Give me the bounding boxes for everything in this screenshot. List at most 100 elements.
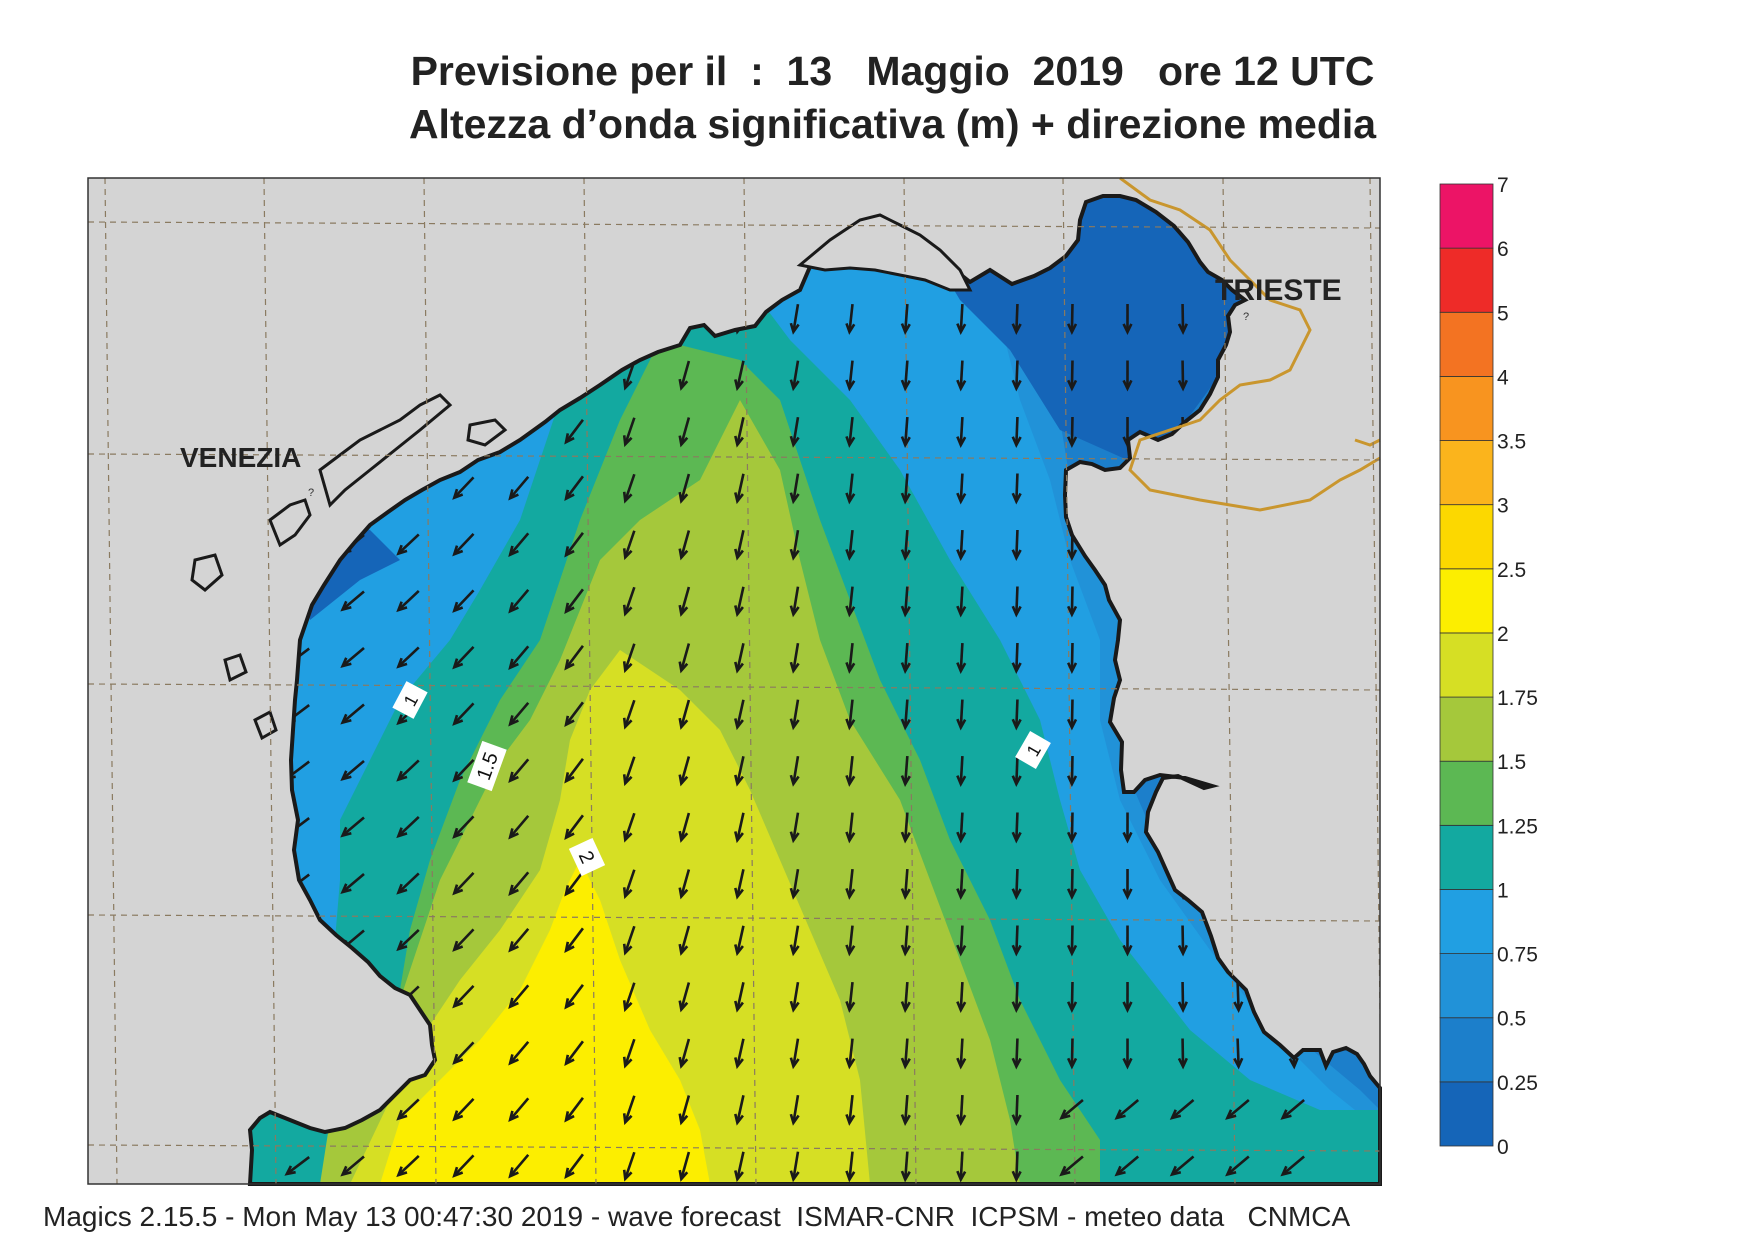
place-label-trieste: TRIESTE [1215,274,1342,307]
legend-tick-label: 1 [1497,879,1509,902]
footer-credits: Magics 2.15.5 - Mon May 13 00:47:30 2019… [43,1201,1351,1232]
legend-swatch [1439,183,1494,249]
direction-arrow [678,530,691,561]
direction-arrow [845,529,856,561]
legend-tick-label: 2 [1497,623,1509,646]
direction-arrow [340,590,365,612]
direction-arrow [622,530,636,561]
direction-arrow [564,814,584,841]
direction-arrow [508,984,530,1009]
grid-line-meridian [1062,178,1076,1184]
title-line-1: Previsione per il : 13 Maggio 2019 ore 1… [410,48,1375,94]
direction-arrow [396,589,420,613]
direction-arrow [789,755,800,787]
direction-arrow [508,1040,530,1066]
legend-swatch [1439,375,1494,441]
direction-arrow [956,360,967,392]
direction-arrow [1066,642,1078,674]
legend-swatch [1439,1081,1494,1147]
direction-arrow [1011,416,1022,448]
direction-arrow [900,303,911,335]
direction-arrow [734,530,745,561]
direction-arrow [564,701,584,728]
direction-arrow [1011,1151,1022,1183]
city-marker-venezia: ? [308,487,314,499]
direction-arrow [508,871,530,896]
direction-arrow [1122,812,1133,844]
direction-arrow [396,1154,420,1178]
direction-arrow [396,872,420,895]
direction-arrow [1177,925,1188,957]
band-2-2.5 [380,860,710,1184]
direction-arrow [1011,755,1022,787]
direction-arrow [1011,925,1022,957]
contour-label-1-east: 1 [1015,731,1051,769]
legend-tick-label: 6 [1497,238,1509,261]
direction-arrow [789,473,800,505]
legend-tick-label: 5 [1497,302,1509,325]
grado-lagoon [796,213,973,292]
legend-swatch [1439,504,1494,570]
legend-swatch [1439,696,1494,762]
direction-arrow [1177,303,1188,335]
direction-arrow [1066,303,1078,335]
direction-arrow [956,1038,967,1070]
direction-arrow [900,868,911,900]
direction-arrow [1066,699,1078,731]
legend-tick-label: 1.5 [1497,751,1526,774]
direction-arrow [508,532,530,557]
direction-arrow [452,589,475,613]
direction-arrow [900,981,911,1013]
direction-arrow [1059,1099,1084,1120]
direction-arrow [845,1038,856,1070]
direction-arrow [622,1095,636,1126]
direction-arrow [1122,303,1133,335]
direction-arrow [678,925,691,956]
grid-line-meridian [903,178,917,1184]
direction-arrow [1233,981,1244,1013]
legend-swatch [1439,824,1494,890]
direction-arrow [564,588,584,615]
lat-lon-grid [88,178,1380,1184]
direction-arrow [956,642,967,674]
direction-arrow [622,699,636,730]
direction-arrow [508,814,530,840]
direction-arrow [956,303,967,335]
direction-arrow [452,815,475,839]
direction-arrow [508,927,530,953]
direction-arrow [622,417,636,448]
direction-arrow [678,756,691,787]
direction-arrow [956,812,967,844]
legend-tick-label: 3 [1497,495,1509,518]
direction-arrow [789,1094,800,1126]
city-marker-trieste: ? [1243,311,1249,323]
direction-arrow [622,1038,636,1069]
direction-arrow [1114,1099,1140,1120]
direction-arrow [396,928,420,952]
direction-arrow [845,642,856,674]
direction-arrow [396,646,420,669]
direction-arrow [508,588,530,614]
direction-arrow [564,871,584,897]
direction-arrow [452,928,475,952]
direction-arrow [1011,868,1022,900]
direction-arrow [452,645,475,670]
direction-arrow [396,759,420,782]
direction-arrow [845,981,856,1013]
direction-arrow [1066,416,1078,448]
direction-arrow [678,812,691,843]
direction-arrow [1066,586,1078,618]
grid-line-meridian [1369,178,1380,1067]
legend-swatch [1439,247,1494,313]
direction-arrow [789,699,800,731]
direction-arrow [284,1156,310,1176]
direction-arrow [1011,699,1022,731]
direction-arrow [1011,1038,1022,1070]
direction-arrow [1011,812,1022,844]
direction-arrow [1280,1099,1305,1120]
direction-arrow [845,699,856,731]
legend-swatch [1439,760,1494,826]
title-line-2: Altezza d’onda significativa (m) + direz… [408,101,1377,147]
direction-arrow [508,1097,530,1122]
